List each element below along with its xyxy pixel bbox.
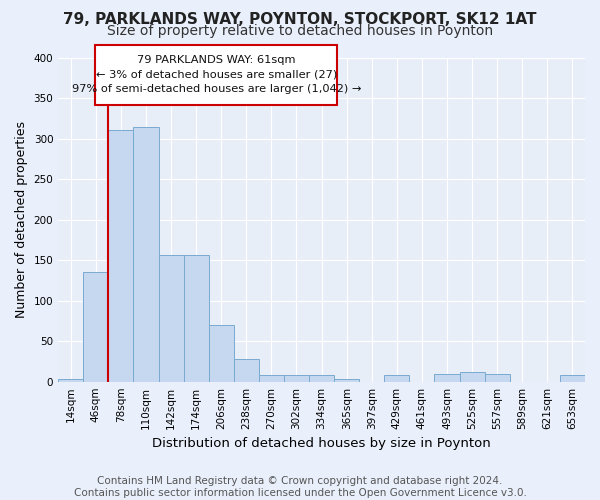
Bar [184,254,209,382]
Y-axis label: Number of detached properties: Number of detached properties [15,122,28,318]
Bar [234,359,259,382]
Bar [560,375,585,382]
Text: 79 PARKLANDS WAY: 61sqm
← 3% of detached houses are smaller (27)
97% of semi-det: 79 PARKLANDS WAY: 61sqm ← 3% of detached… [71,56,361,94]
Bar [385,375,409,382]
Bar [209,325,234,382]
Bar [58,380,83,382]
Bar [485,374,510,382]
FancyBboxPatch shape [95,45,337,105]
Bar [109,130,133,382]
Bar [83,272,109,382]
Bar [334,380,359,382]
X-axis label: Distribution of detached houses by size in Poynton: Distribution of detached houses by size … [152,437,491,450]
Bar [460,372,485,382]
Bar [434,374,460,382]
Text: 79, PARKLANDS WAY, POYNTON, STOCKPORT, SK12 1AT: 79, PARKLANDS WAY, POYNTON, STOCKPORT, S… [63,12,537,28]
Bar [158,254,184,382]
Bar [133,126,158,382]
Bar [284,375,309,382]
Bar [259,375,284,382]
Bar [309,375,334,382]
Text: Size of property relative to detached houses in Poynton: Size of property relative to detached ho… [107,24,493,38]
Text: Contains HM Land Registry data © Crown copyright and database right 2024.
Contai: Contains HM Land Registry data © Crown c… [74,476,526,498]
